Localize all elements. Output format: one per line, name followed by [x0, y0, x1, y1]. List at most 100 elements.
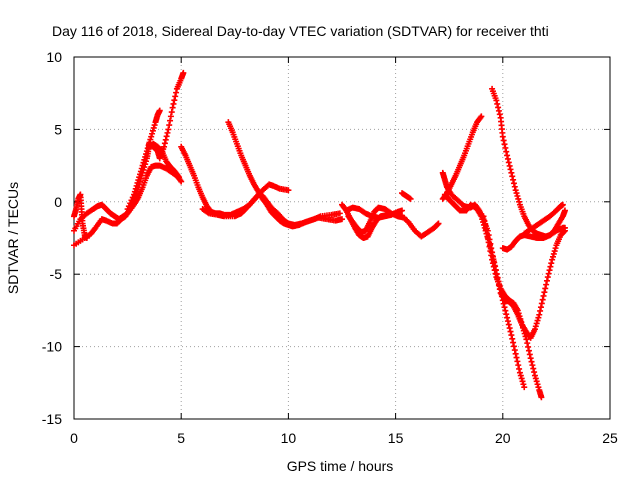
data-point	[493, 97, 500, 104]
data-point	[133, 182, 140, 189]
data-point	[504, 314, 511, 321]
series-arc-12	[399, 190, 414, 202]
data-point	[169, 104, 176, 111]
y-axis: -15 -10 -5 0 5 10	[42, 49, 610, 427]
data-point	[501, 304, 508, 311]
series-arc-13	[392, 210, 442, 240]
data-point	[561, 224, 568, 231]
data-point	[142, 153, 149, 160]
data-point	[504, 152, 511, 159]
data-point	[504, 155, 511, 162]
data-point	[516, 365, 523, 372]
data-point	[515, 195, 522, 202]
data-point	[510, 343, 517, 350]
x-tick-label: 25	[602, 430, 618, 446]
data-point	[482, 221, 489, 228]
series-arc-10	[343, 204, 406, 221]
data-point	[486, 243, 493, 250]
data-point	[139, 162, 146, 169]
data-point	[512, 187, 519, 194]
data-point	[539, 296, 546, 303]
series-arc-14	[439, 169, 568, 341]
data-point	[519, 321, 526, 328]
data-point	[531, 326, 538, 333]
data-point	[527, 355, 534, 362]
data-point	[547, 263, 554, 270]
data-point	[535, 314, 542, 321]
x-axis: 0 5 10 15 20 25	[70, 57, 618, 446]
data-point	[483, 230, 490, 237]
data-point	[503, 148, 510, 155]
y-tick-label: 10	[46, 49, 62, 65]
y-tick-label: -10	[42, 339, 62, 355]
data-point	[509, 335, 516, 342]
data-point	[516, 369, 523, 376]
x-axis-label: GPS time / hours	[287, 458, 394, 474]
data-point	[166, 122, 173, 129]
data-point	[519, 378, 526, 385]
data-point	[543, 281, 550, 288]
data-point	[545, 270, 552, 277]
data-point	[131, 191, 138, 198]
data-point	[505, 159, 512, 166]
data-point	[507, 328, 514, 335]
data-point	[519, 324, 526, 331]
data-point	[165, 126, 172, 133]
data-point	[528, 358, 535, 365]
data-point	[176, 174, 183, 181]
series-arc-8	[225, 119, 343, 230]
data-point	[137, 168, 144, 175]
data-point	[503, 311, 510, 318]
data-point	[552, 245, 559, 252]
data-point	[524, 340, 531, 347]
data-points	[71, 69, 568, 401]
data-point	[529, 362, 536, 369]
series-arc-17	[480, 213, 545, 401]
data-point	[285, 187, 292, 194]
data-point	[477, 114, 484, 121]
x-tick-label: 10	[281, 430, 297, 446]
data-point	[521, 384, 528, 391]
data-point	[495, 107, 502, 114]
data-point	[172, 93, 179, 100]
data-point	[561, 207, 568, 214]
data-point	[508, 332, 515, 339]
data-point	[177, 177, 184, 184]
data-point	[546, 267, 553, 274]
data-point	[531, 369, 538, 376]
data-point	[489, 256, 496, 263]
data-point	[559, 201, 566, 208]
data-point	[535, 384, 542, 391]
data-point	[517, 316, 524, 323]
data-point	[551, 248, 558, 255]
data-point	[521, 330, 528, 337]
data-point	[534, 381, 541, 388]
data-point	[530, 365, 537, 372]
data-point	[525, 347, 532, 354]
data-point	[175, 173, 182, 180]
x-tick-label: 15	[388, 430, 404, 446]
y-axis-label: SDTVAR / TECUs	[5, 182, 21, 294]
data-point	[132, 185, 139, 192]
y-tick-label: 5	[54, 121, 62, 137]
data-point	[481, 217, 488, 224]
data-point	[162, 136, 169, 143]
data-point	[178, 178, 185, 185]
data-point	[537, 307, 544, 314]
y-tick-label: -5	[50, 266, 63, 282]
data-point	[526, 351, 533, 358]
data-point	[532, 323, 539, 330]
series-arc-18	[489, 85, 568, 240]
data-point	[518, 375, 525, 382]
data-point	[506, 325, 513, 332]
data-point	[516, 198, 523, 205]
data-point	[520, 381, 527, 388]
data-point	[533, 378, 540, 385]
data-point	[510, 339, 517, 346]
y-tick-label: -15	[42, 411, 62, 427]
data-point	[143, 148, 150, 155]
data-point	[173, 89, 180, 96]
series-arc-4	[124, 107, 163, 213]
data-point	[490, 263, 497, 270]
